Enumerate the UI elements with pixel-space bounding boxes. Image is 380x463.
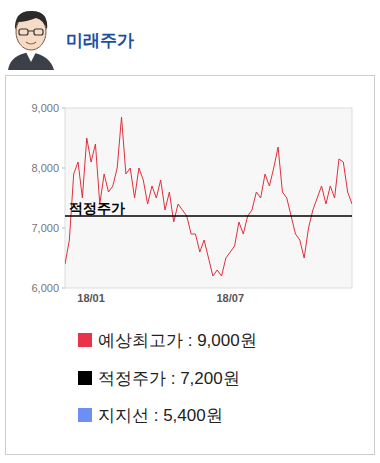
legend-swatch <box>78 408 92 422</box>
fair-price-label: 적정주가 <box>69 200 125 216</box>
y-tick <box>62 288 65 289</box>
legend-swatch <box>78 371 92 385</box>
y-tick <box>62 168 65 169</box>
title: 미래주가 <box>66 31 134 50</box>
y-tick-label: 8,000 <box>31 162 59 174</box>
legend-label: 예상최고가 : 9,000원 <box>98 331 257 350</box>
legend-swatch <box>78 333 92 347</box>
avatar <box>8 11 54 70</box>
y-tick-label: 7,000 <box>31 222 59 234</box>
x-tick-label: 18/01 <box>77 292 105 304</box>
y-tick-label: 6,000 <box>31 282 59 294</box>
chart-root: 미래주가 6,000 7,000 8,000 9,000 18/01 18/07 적정주가예상… <box>0 0 380 463</box>
plot-area <box>65 108 352 288</box>
y-tick-label: 9,000 <box>31 102 59 114</box>
panel <box>6 76 375 455</box>
y-tick <box>62 108 65 109</box>
legend-label: 적정주가 : 7,200원 <box>98 369 240 388</box>
y-tick <box>62 228 65 229</box>
price-line <box>65 117 352 276</box>
legend-label: 지지선 : 5,400원 <box>98 406 223 425</box>
x-tick-label: 18/07 <box>216 292 244 304</box>
marks <box>65 117 352 276</box>
